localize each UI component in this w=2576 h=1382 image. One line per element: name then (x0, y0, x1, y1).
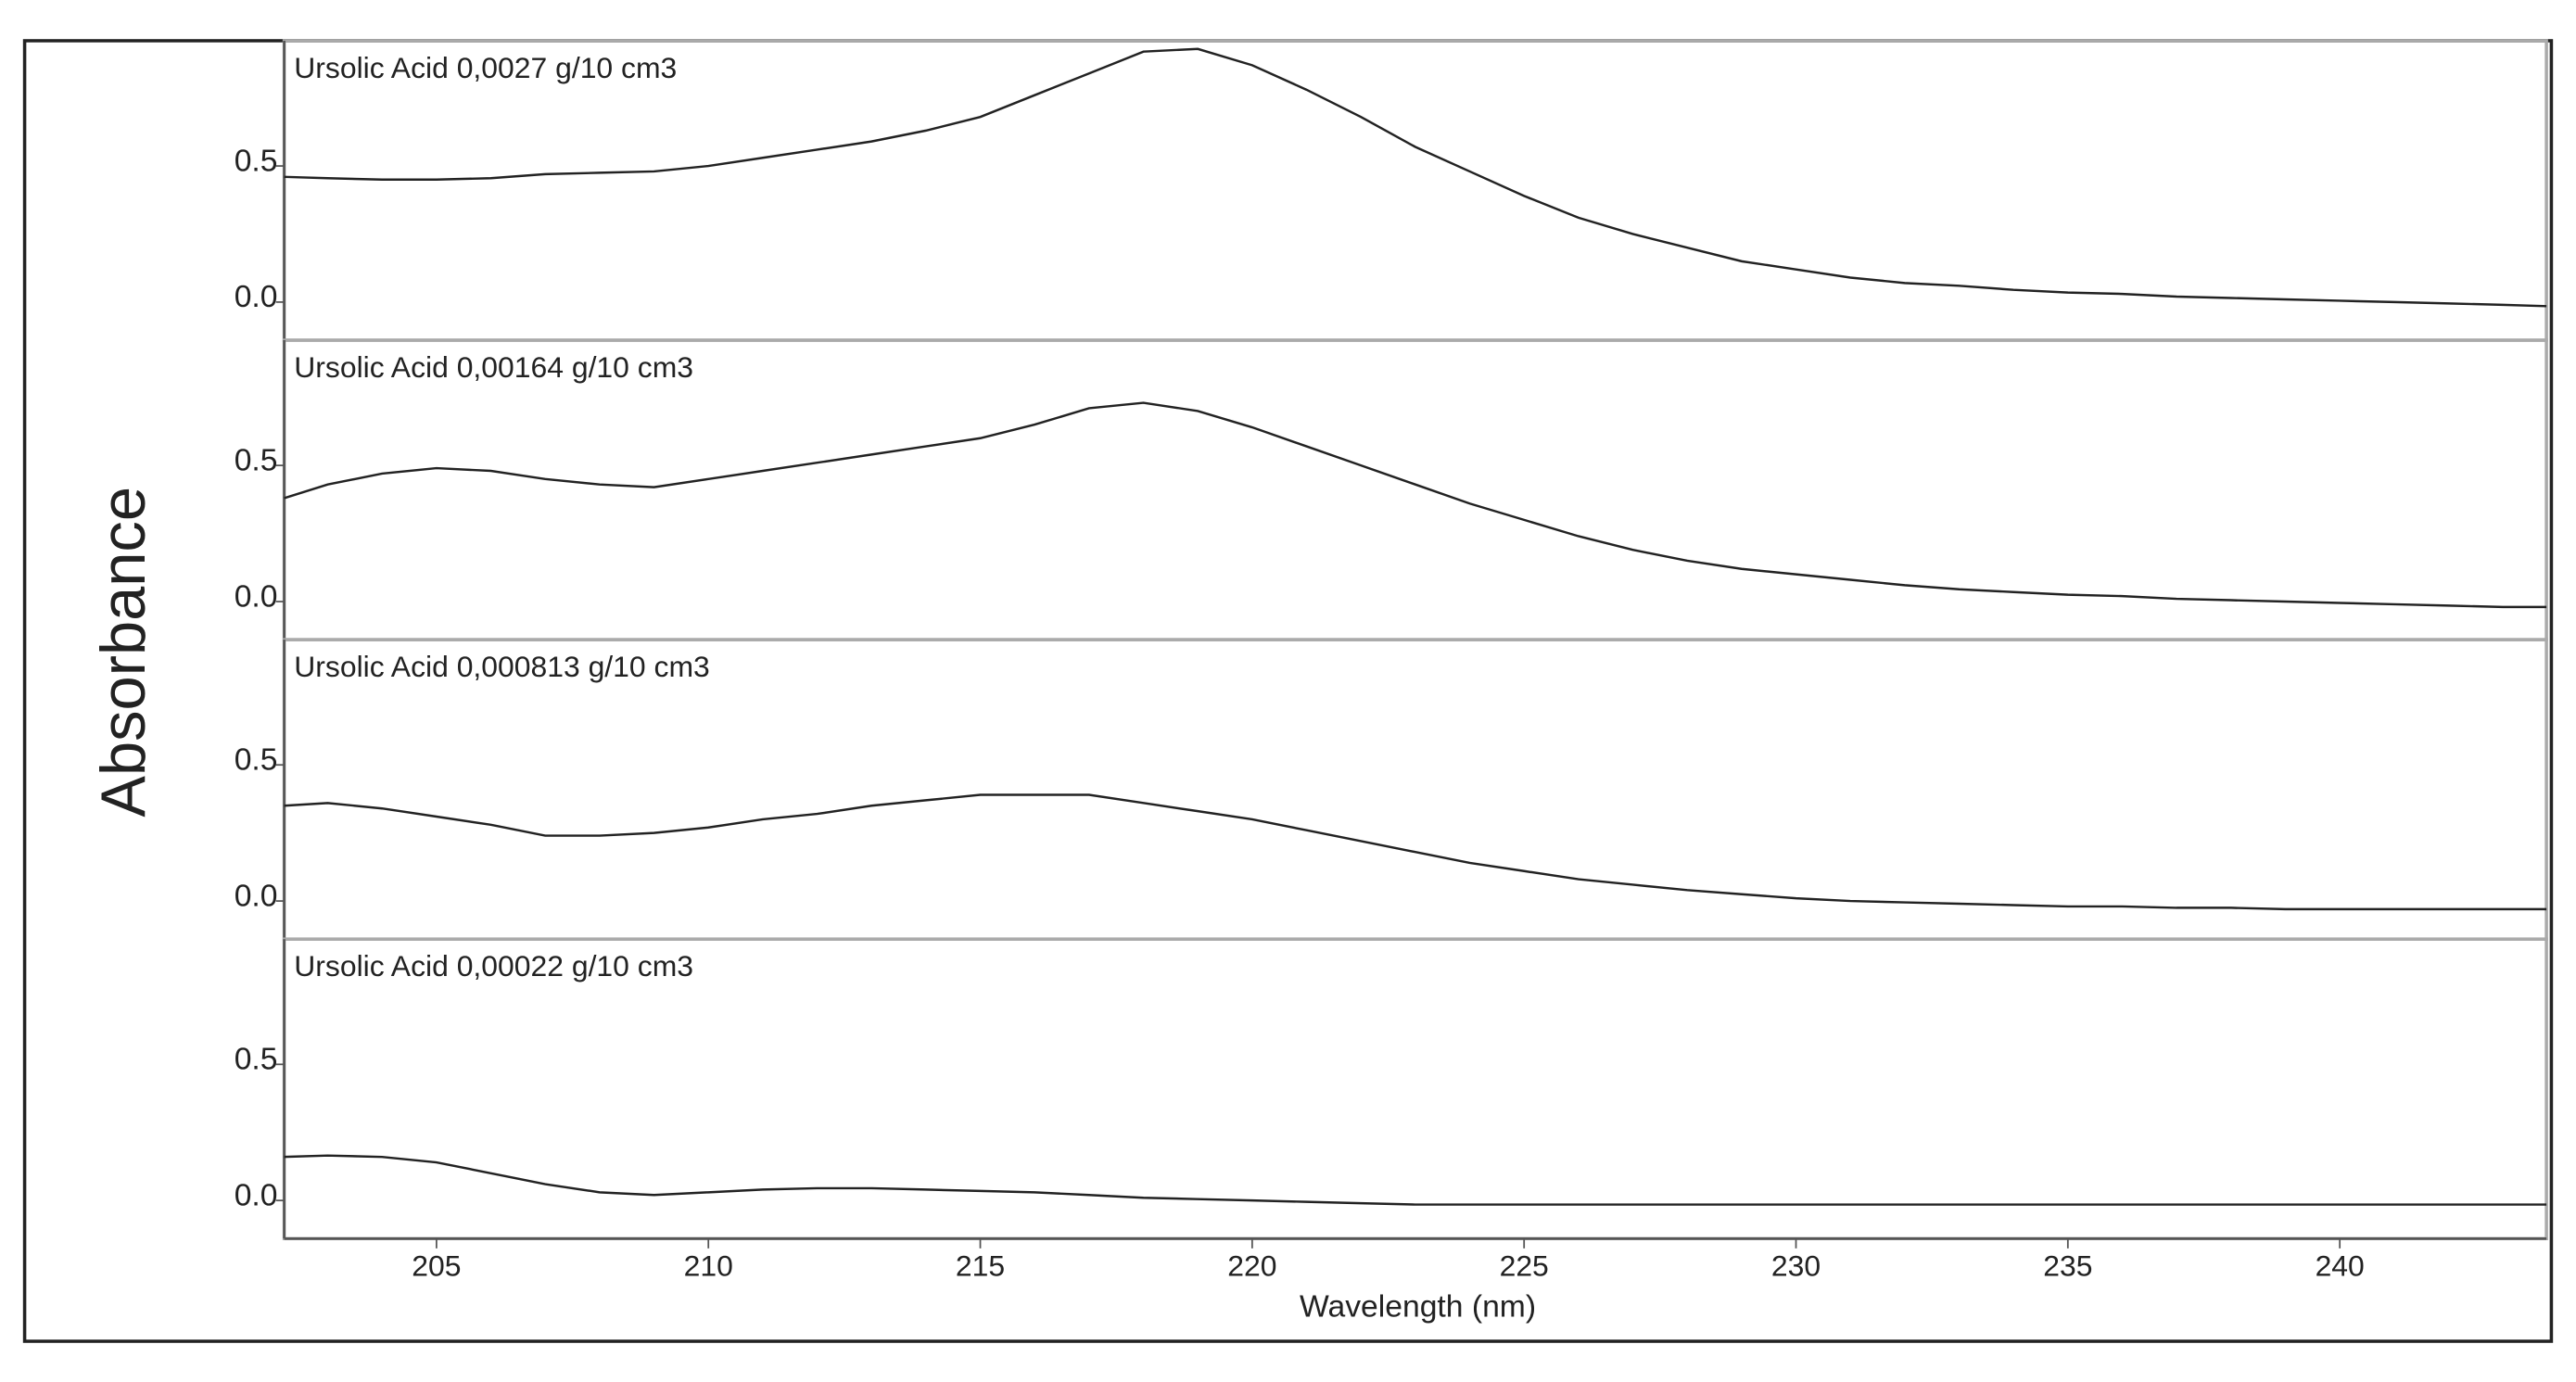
panel-title: Ursolic Acid 0,000813 g/10 cm3 (294, 650, 710, 683)
x-tick-label: 220 (1227, 1249, 1276, 1282)
x-tick-label: 205 (412, 1249, 461, 1282)
x-tick-label: 225 (1500, 1249, 1549, 1282)
y-tick-label: 0.5 (235, 444, 278, 478)
y-tick-label: 0.5 (235, 144, 278, 178)
x-axis-label: Wavelength (nm) (1300, 1290, 1536, 1325)
data-line (284, 793, 2547, 911)
panel-title: Ursolic Acid 0,00022 g/10 cm3 (294, 949, 693, 983)
y-tick-label: 0.5 (235, 1043, 278, 1077)
frame (22, 39, 2554, 1343)
panel-title: Ursolic Acid 0,0027 g/10 cm3 (294, 51, 677, 84)
x-tick-label: 230 (1771, 1249, 1821, 1282)
y-tick-label: 0.0 (235, 280, 278, 314)
x-tick-label: 240 (2316, 1249, 2365, 1282)
y-tick-label: 0.0 (235, 579, 278, 614)
x-tick-label: 235 (2043, 1249, 2092, 1282)
y-tick-label: 0.5 (235, 743, 278, 778)
y-tick-label: 0.0 (235, 879, 278, 913)
y-axis-label: Absorbance (89, 487, 159, 818)
x-tick-label: 215 (956, 1249, 1005, 1282)
y-tick-label: 0.0 (235, 1179, 278, 1213)
data-line (284, 1154, 2547, 1206)
data-line (284, 47, 2547, 308)
panel-title: Ursolic Acid 0,00164 g/10 cm3 (294, 350, 693, 384)
data-line (284, 401, 2547, 609)
x-tick-label: 210 (684, 1249, 733, 1282)
